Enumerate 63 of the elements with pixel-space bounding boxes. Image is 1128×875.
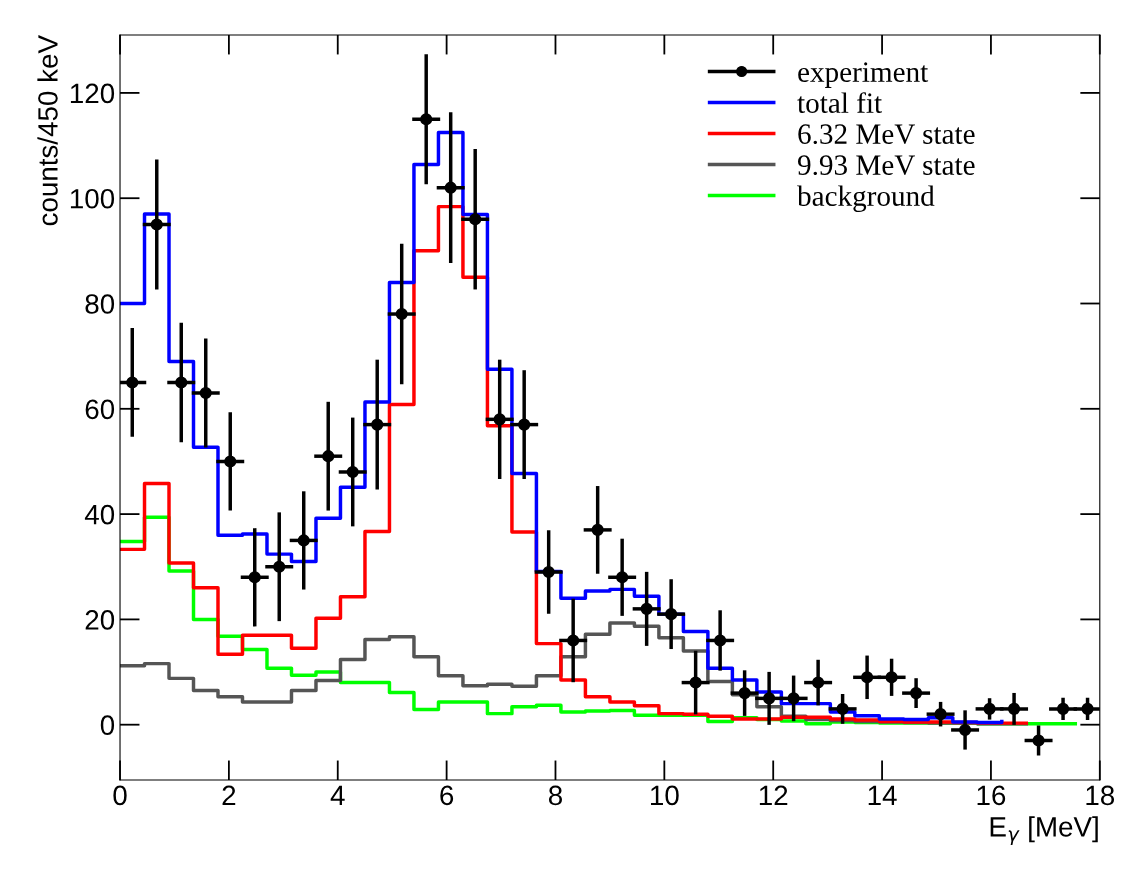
y-tick-label: 120: [70, 83, 115, 104]
point: [518, 418, 531, 431]
x-axis-title: E$_{γ}$ [MeV]: [990, 816, 1098, 846]
point: [567, 634, 580, 647]
x-tick-label: 2: [222, 785, 236, 805]
legend-label: 6.32 MeV state: [798, 124, 975, 145]
point: [1007, 702, 1021, 715]
y-tick-label: 80: [85, 294, 115, 314]
point: [787, 692, 800, 705]
point: [297, 534, 310, 547]
x-tick-label: 6: [440, 785, 454, 806]
y-tick-label: 40: [84, 504, 115, 525]
point: [322, 450, 335, 463]
point: [346, 465, 359, 479]
point: [175, 376, 188, 389]
x-tick-label: 14: [868, 785, 897, 805]
y-tick-label: 20: [85, 610, 115, 630]
point: [273, 560, 286, 573]
x-tick-label: 4: [330, 785, 345, 805]
point: [665, 608, 678, 621]
point: [371, 418, 384, 431]
legend-label: experiment: [798, 62, 929, 88]
y-axis-title: counts/450 keV: [37, 35, 58, 226]
point: [444, 181, 457, 194]
point: [738, 687, 751, 700]
point: [199, 386, 212, 400]
point: [885, 671, 898, 684]
point: [1032, 734, 1045, 747]
point: [248, 571, 261, 584]
x-tick-label: 16: [977, 785, 1006, 806]
point: [1081, 702, 1094, 715]
point: [150, 218, 163, 231]
point: [126, 376, 139, 389]
y-tick-label: 0: [100, 715, 115, 736]
point: [395, 307, 408, 321]
point: [983, 702, 996, 715]
point: [861, 671, 874, 684]
point: [812, 676, 825, 689]
y-tick-label: 100: [70, 188, 115, 209]
point: [689, 676, 702, 689]
x-tick-label: 10: [651, 785, 679, 806]
point: [910, 687, 923, 700]
point: [493, 413, 506, 426]
x-tick-label: 8: [548, 785, 562, 806]
x-tick-label: 12: [759, 785, 788, 805]
point: [763, 692, 776, 705]
point: [616, 571, 629, 584]
point: [934, 708, 947, 721]
point: [469, 213, 482, 226]
point: [224, 455, 237, 468]
legend-label: total fit: [797, 92, 882, 113]
point: [420, 113, 433, 126]
point: [640, 602, 653, 615]
legend-label: 9.93 MeV state: [798, 155, 975, 176]
point: [959, 723, 972, 737]
legend-label: background: [797, 185, 935, 212]
point: [714, 634, 727, 647]
point: [591, 523, 604, 536]
point: [542, 565, 555, 579]
point: [1056, 702, 1070, 715]
x-tick-label: 18: [1086, 785, 1115, 806]
y-tick-label: 60: [85, 399, 115, 420]
point: [836, 702, 849, 715]
